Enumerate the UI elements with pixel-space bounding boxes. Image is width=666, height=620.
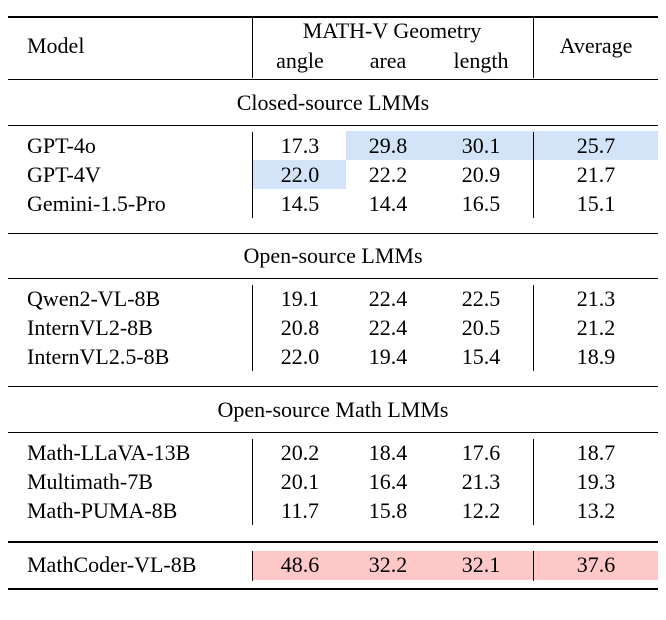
column-divider bbox=[533, 551, 534, 581]
column-divider bbox=[252, 132, 253, 218]
score-cell: 11.7 bbox=[281, 498, 319, 523]
score-cell: 18.9 bbox=[576, 344, 616, 369]
model-name: InternVL2-8B bbox=[27, 315, 153, 340]
score-cell: 20.8 bbox=[280, 315, 320, 340]
model-name: GPT-4V bbox=[27, 162, 101, 187]
score-cell: 29.8 bbox=[368, 133, 408, 158]
model-name: Math-PUMA-8B bbox=[27, 498, 178, 523]
section-end-rule bbox=[8, 233, 658, 234]
score-cell: 18.4 bbox=[368, 440, 408, 465]
header-model: Model bbox=[27, 33, 85, 58]
column-divider bbox=[252, 551, 253, 581]
model-name: GPT-4o bbox=[27, 133, 96, 158]
score-cell: 21.2 bbox=[576, 315, 616, 340]
score-cell: 22.4 bbox=[368, 315, 408, 340]
score-cell: 22.0 bbox=[280, 162, 320, 187]
model-name: Gemini-1.5-Pro bbox=[27, 191, 166, 216]
score-cell: 21.3 bbox=[461, 469, 501, 494]
score-cell: 17.3 bbox=[280, 133, 320, 158]
score-cell: 14.4 bbox=[368, 191, 408, 216]
column-divider bbox=[533, 132, 534, 218]
score-cell: 16.4 bbox=[368, 469, 408, 494]
section-title: Open-source Math LMMs bbox=[217, 397, 449, 422]
score-cell: 22.0 bbox=[280, 344, 320, 369]
ours-rule bbox=[8, 541, 658, 543]
score-cell: 22.2 bbox=[368, 162, 408, 187]
column-divider bbox=[533, 285, 534, 371]
header-average: Average bbox=[559, 33, 633, 58]
score-cell: 15.8 bbox=[368, 498, 408, 523]
column-divider bbox=[533, 439, 534, 525]
score-cell: 20.5 bbox=[461, 315, 501, 340]
score-cell: 15.4 bbox=[461, 344, 501, 369]
score-cell: 30.1 bbox=[461, 133, 501, 158]
header-angle: angle bbox=[276, 48, 324, 73]
score-cell: 22.4 bbox=[368, 286, 408, 311]
section-title: Closed-source LMMs bbox=[236, 90, 430, 115]
header-group: MATH-V Geometry bbox=[302, 18, 482, 43]
best-highlight bbox=[430, 131, 533, 160]
model-name: MathCoder-VL-8B bbox=[27, 552, 197, 577]
score-cell: 21.3 bbox=[576, 286, 616, 311]
best-highlight bbox=[534, 131, 658, 160]
score-cell: 17.6 bbox=[461, 440, 501, 465]
header-length: length bbox=[453, 48, 509, 73]
header-rule bbox=[8, 79, 658, 80]
section-rule bbox=[8, 432, 658, 433]
section-rule bbox=[8, 278, 658, 279]
score-cell: 19.4 bbox=[368, 344, 408, 369]
header-divider bbox=[252, 18, 253, 78]
column-divider bbox=[252, 439, 253, 525]
model-name: Multimath-7B bbox=[27, 469, 153, 494]
score-cell: 37.6 bbox=[576, 552, 616, 577]
score-cell: 14.5 bbox=[280, 191, 320, 216]
model-name: InternVL2.5-8B bbox=[27, 344, 170, 369]
score-cell: 48.6 bbox=[280, 552, 320, 577]
bottom-rule bbox=[8, 588, 658, 590]
score-cell: 19.3 bbox=[576, 469, 616, 494]
score-cell: 18.7 bbox=[576, 440, 616, 465]
section-title: Open-source LMMs bbox=[243, 243, 423, 268]
header-area: area bbox=[369, 48, 407, 73]
section-end-rule bbox=[8, 386, 658, 387]
score-cell: 15.1 bbox=[576, 191, 616, 216]
model-name: Math-LLaVA-13B bbox=[27, 440, 191, 465]
section-rule bbox=[8, 125, 658, 126]
score-cell: 12.2 bbox=[461, 498, 501, 523]
score-cell: 13.2 bbox=[576, 498, 616, 523]
column-divider bbox=[252, 285, 253, 371]
best-highlight bbox=[253, 160, 346, 189]
score-cell: 20.1 bbox=[280, 469, 320, 494]
score-cell: 19.1 bbox=[280, 286, 320, 311]
score-cell: 22.5 bbox=[461, 286, 501, 311]
score-cell: 25.7 bbox=[576, 133, 616, 158]
score-cell: 32.1 bbox=[461, 552, 501, 577]
best-highlight bbox=[346, 131, 430, 160]
score-cell: 32.2 bbox=[368, 552, 408, 577]
score-cell: 20.9 bbox=[461, 162, 501, 187]
score-cell: 20.2 bbox=[280, 440, 320, 465]
top-rule bbox=[8, 16, 658, 18]
model-name: Qwen2-VL-8B bbox=[27, 286, 161, 311]
ours-highlight bbox=[253, 551, 658, 580]
header-divider bbox=[533, 18, 534, 78]
score-cell: 21.7 bbox=[576, 162, 616, 187]
score-cell: 16.5 bbox=[461, 191, 501, 216]
